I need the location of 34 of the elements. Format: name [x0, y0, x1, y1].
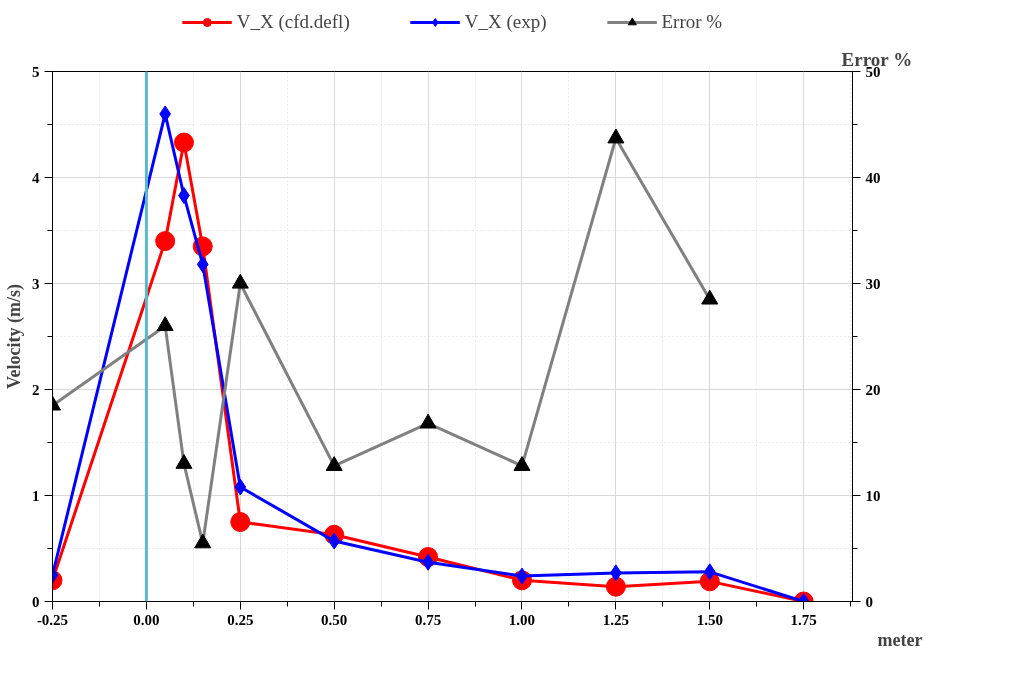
point	[230, 512, 251, 532]
point	[155, 231, 176, 252]
x-tick-label: 0.25	[227, 611, 254, 628]
legend-label: V_X (exp)	[464, 11, 547, 33]
legend-label: Error %	[661, 11, 723, 33]
y-tick-label: 1	[32, 487, 40, 504]
point	[605, 576, 626, 597]
point	[173, 132, 194, 153]
x-axis-title: meter	[877, 629, 923, 650]
y-tick-label: 0	[32, 593, 40, 610]
x-tick-label: -0.25	[36, 611, 69, 628]
x-tick-label: 0.75	[414, 611, 442, 628]
x-tick-label: 0.50	[321, 611, 348, 628]
y-tick-label: 2	[32, 381, 40, 398]
y2-tick-label: 40	[865, 169, 881, 186]
point	[703, 563, 716, 581]
point	[159, 105, 172, 123]
y2-tick-label: 30	[865, 275, 881, 292]
x-tick-label: 1.50	[696, 611, 723, 628]
y-tick-label: 4	[32, 169, 40, 186]
legend-label: V_X (cfd.defl)	[236, 11, 350, 33]
y2-tick-label: 10	[865, 487, 881, 504]
x-tick-label: 1.75	[790, 611, 817, 628]
x-tick-label: 0.00	[133, 611, 160, 628]
point	[234, 478, 247, 496]
point	[328, 532, 341, 550]
x-tick-label: 1.25	[602, 611, 630, 628]
y-axis-title: Velocity (m/s)	[4, 284, 25, 389]
y-tick-label: 3	[32, 275, 40, 292]
x-tick-label: 1.00	[508, 611, 536, 628]
y-tick-label: 5	[32, 63, 40, 80]
point	[196, 255, 209, 273]
y2-tick-label: 20	[865, 381, 881, 398]
y2-tick-label: 0	[865, 593, 873, 610]
